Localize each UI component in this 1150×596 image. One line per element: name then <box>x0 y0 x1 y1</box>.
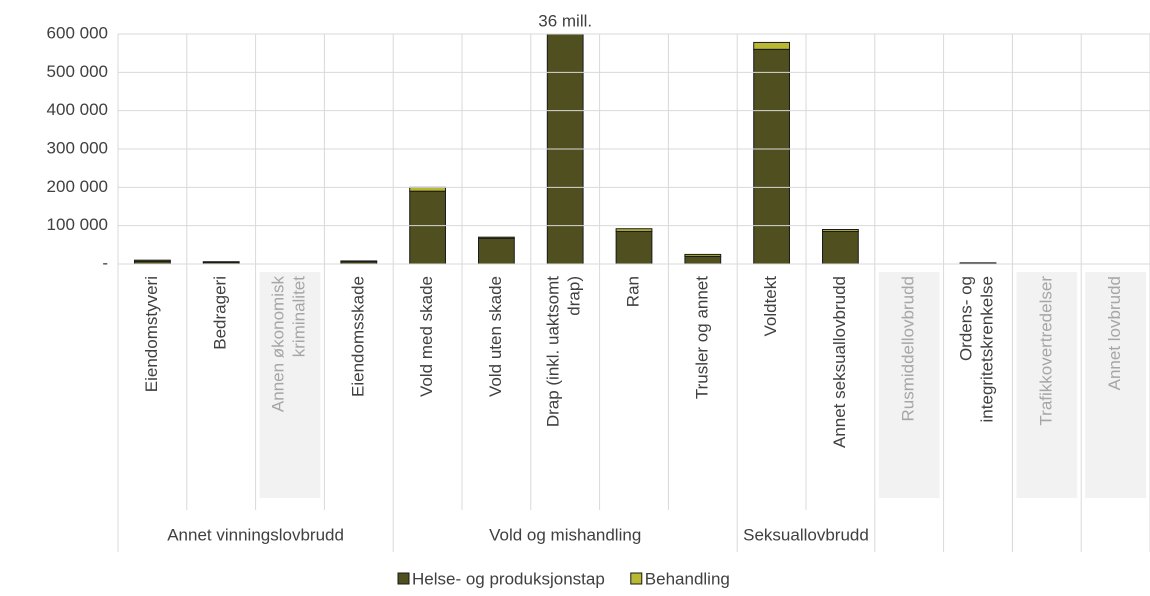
y-tick-label: - <box>102 253 108 272</box>
x-tick-label: Vold uten skade <box>486 276 505 397</box>
x-tick-label: Annet seksuallovbrudd <box>830 276 849 448</box>
group-label: Annet vinningslovbrudd <box>167 525 344 544</box>
muted-background <box>1016 272 1078 498</box>
x-tick-label: Trusler og annet <box>692 276 711 399</box>
y-tick-label: 300 000 <box>47 138 108 157</box>
y-tick-label: 200 000 <box>47 177 108 196</box>
x-tick-label: Annet lovbrudd <box>1105 276 1124 390</box>
bar-segment <box>340 260 378 263</box>
group-label: Seksuallovbrudd <box>743 525 869 544</box>
y-tick-label: 600 000 <box>47 23 108 42</box>
legend-swatch <box>630 572 643 585</box>
muted-background <box>878 272 940 498</box>
x-tick-label: Voldtekt <box>761 276 780 337</box>
bar-segment <box>684 255 722 265</box>
y-tick-label: 100 000 <box>47 215 108 234</box>
legend-swatch <box>397 572 410 585</box>
legend-label: Helse- og produksjonstap <box>412 569 605 588</box>
x-tick-label: Annen økonomisk kriminalitet <box>269 276 309 413</box>
bar-segment <box>615 228 653 232</box>
x-tick-label: Ran <box>623 276 642 307</box>
bar-segment <box>753 48 790 265</box>
x-tick-label: Trafikkovertredelser <box>1036 276 1055 426</box>
bar-segment <box>134 259 171 262</box>
bar-segment <box>478 237 515 265</box>
bar-segment <box>478 236 515 239</box>
legend-label: Behandling <box>645 569 730 588</box>
x-tick-label: Drap (inkl. uaktsomt drap) <box>544 276 584 427</box>
x-tick-label: Bedrageri <box>211 276 230 350</box>
bar-segment <box>822 229 859 232</box>
muted-background <box>259 272 321 498</box>
x-tick-label: Eiendomstyveri <box>142 276 161 392</box>
x-tick-label: Eiendomsskade <box>348 276 367 397</box>
muted-background <box>1085 272 1146 498</box>
bar-segment <box>202 261 240 263</box>
bar-segment <box>546 34 584 265</box>
x-tick-label: Vold med skade <box>417 276 436 397</box>
bar-segment <box>822 230 859 265</box>
bar-segment <box>684 253 722 257</box>
bar-segment <box>753 41 790 50</box>
x-tick-label: Ordens- og integritetskrenkelse <box>957 276 997 422</box>
bar-segment <box>615 230 653 265</box>
plot-area <box>134 34 997 265</box>
y-tick-label: 500 000 <box>47 62 108 81</box>
group-label: Vold og mishandling <box>489 525 641 544</box>
x-tick-label: Rusmiddellovbrudd <box>899 276 918 422</box>
data-label: 36 mill. <box>538 11 592 30</box>
bar-segment <box>409 190 446 265</box>
bar-segment <box>409 186 446 192</box>
y-tick-label: 400 000 <box>47 100 108 119</box>
